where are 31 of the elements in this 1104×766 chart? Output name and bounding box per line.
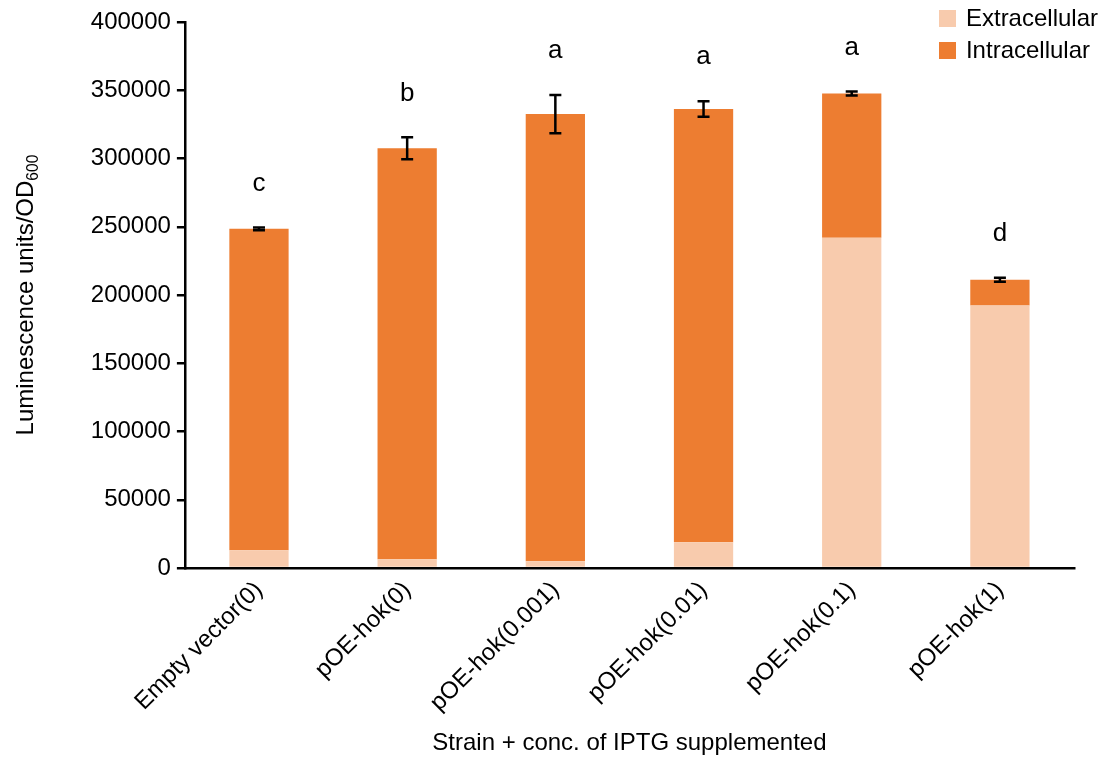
- annotation: b: [399, 76, 415, 107]
- bar: [377, 559, 437, 567]
- bar: [822, 93, 882, 238]
- y-tick-label: 350000: [90, 74, 171, 102]
- annotation: d: [992, 216, 1008, 247]
- annotation: a: [844, 30, 860, 61]
- y-tick-label: 200000: [90, 279, 171, 307]
- bar: [525, 561, 585, 567]
- y-tick-label: 300000: [90, 143, 171, 171]
- legend-label: Extracellular: [965, 4, 1098, 32]
- y-tick-label: 400000: [90, 6, 171, 34]
- annotation: a: [696, 40, 712, 71]
- bar: [229, 550, 289, 567]
- y-tick-label: 250000: [90, 211, 171, 239]
- bar: [970, 305, 1030, 567]
- x-axis-title: Strain + conc. of IPTG supplemented: [432, 728, 827, 756]
- bar: [377, 148, 437, 560]
- legend-label: Intracellular: [965, 36, 1091, 64]
- y-tick-label: 100000: [90, 416, 171, 444]
- bar: [525, 114, 585, 562]
- y-tick-label: 0: [157, 552, 171, 580]
- bar: [229, 228, 289, 551]
- y-axis-title: Luminescence units/OD600: [10, 154, 41, 436]
- bar: [822, 237, 882, 567]
- y-tick-label: 50000: [104, 484, 171, 512]
- bar: [673, 108, 734, 543]
- annotation: c: [252, 166, 266, 197]
- bar: [970, 279, 1030, 306]
- y-tick-label: 150000: [90, 347, 171, 375]
- annotation: a: [548, 34, 564, 65]
- bar: [673, 542, 734, 567]
